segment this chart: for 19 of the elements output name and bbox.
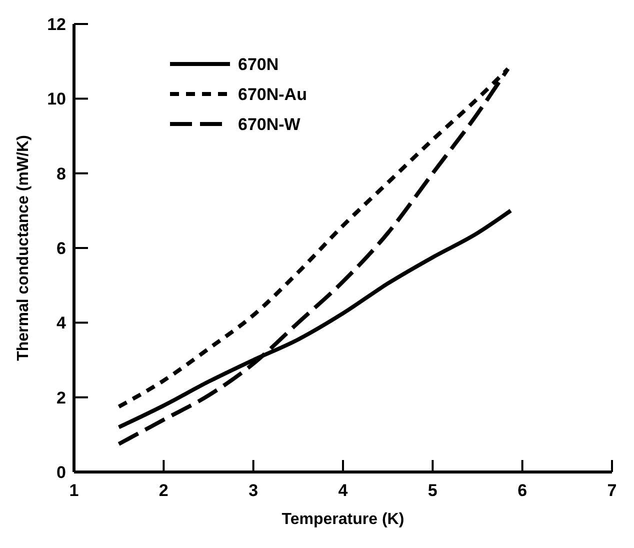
x-tick-label: 1	[69, 481, 79, 500]
legend-label: 670N-Au	[238, 85, 307, 104]
x-axis-title: Temperature (K)	[282, 511, 404, 528]
y-tick-label: 2	[56, 388, 66, 408]
x-tick-label: 5	[428, 481, 438, 500]
y-tick-label: 12	[47, 15, 66, 34]
x-tick-label: 3	[248, 481, 258, 500]
y-tick-label: 10	[47, 90, 66, 109]
y-axis-title: Thermal conductance (mW/K)	[15, 135, 32, 361]
y-tick-label: 6	[56, 239, 66, 258]
x-tick-label: 2	[158, 481, 168, 500]
y-tick-label: 0	[56, 463, 66, 482]
legend-label: 670N-W	[238, 115, 302, 134]
x-tick-label: 7	[607, 481, 617, 500]
x-tick-label: 4	[338, 481, 348, 500]
x-tick-label: 6	[518, 481, 528, 500]
y-tick-label: 4	[56, 314, 67, 333]
legend-label: 670N	[238, 55, 279, 74]
y-tick-label: 8	[56, 164, 66, 184]
